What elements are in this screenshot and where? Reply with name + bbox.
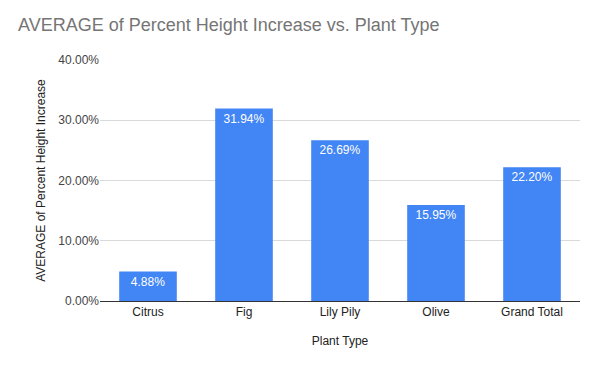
svg-text:Lily Pily: Lily Pily <box>320 305 361 319</box>
svg-text:Plant Type: Plant Type <box>312 334 369 348</box>
svg-text:AVERAGE of Percent Height Incr: AVERAGE of Percent Height Increase <box>34 79 48 282</box>
svg-text:30.00%: 30.00% <box>58 113 99 127</box>
svg-text:Citrus: Citrus <box>132 305 163 319</box>
svg-text:20.00%: 20.00% <box>58 174 99 188</box>
svg-text:0.00%: 0.00% <box>65 294 99 308</box>
svg-text:15.95%: 15.95% <box>415 208 456 222</box>
svg-text:10.00%: 10.00% <box>58 234 99 248</box>
svg-text:Grand Total: Grand Total <box>501 305 563 319</box>
svg-text:AVERAGE of Percent Height Incr: AVERAGE of Percent Height Increase vs. P… <box>18 15 440 35</box>
svg-text:22.20%: 22.20% <box>511 170 552 184</box>
svg-text:4.88%: 4.88% <box>131 275 165 289</box>
svg-text:31.94%: 31.94% <box>223 112 264 126</box>
svg-text:Fig: Fig <box>236 305 253 319</box>
svg-text:26.69%: 26.69% <box>319 143 360 157</box>
svg-text:Olive: Olive <box>422 305 450 319</box>
svg-text:40.00%: 40.00% <box>58 53 99 67</box>
